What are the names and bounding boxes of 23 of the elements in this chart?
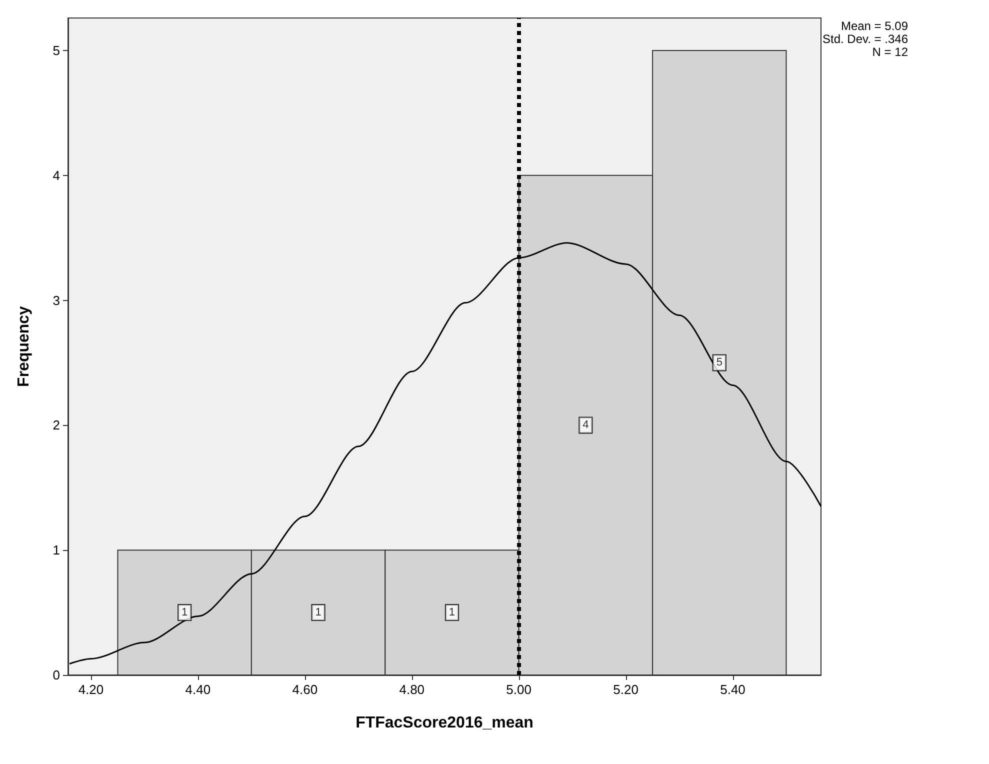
y-tick-label: 3 (52, 292, 60, 308)
x-axis-title: FTFacScore2016_mean (356, 714, 534, 732)
y-tick-label: 1 (52, 542, 60, 558)
text: Std. Dev. = .346 (822, 32, 908, 46)
x-tick-label: 4.60 (292, 682, 318, 697)
data-label: 4 (582, 419, 589, 432)
x-tick-label: 4.80 (399, 682, 425, 697)
y-tick-label: 2 (52, 418, 60, 433)
y-axis-title: Frequency (16, 306, 32, 387)
x-tick-label: 4.40 (185, 682, 211, 697)
text: N = 12 (872, 45, 908, 59)
y-tick-label: 4 (52, 168, 60, 183)
data-label: 5 (716, 356, 722, 369)
y-tick-label: 5 (52, 42, 60, 58)
data-label: 1 (448, 606, 456, 619)
x-tick-label: 4.20 (78, 682, 104, 697)
y-tick-label: 0 (52, 668, 60, 682)
text: Mean = 5.09 (840, 19, 908, 33)
x-tick-label: 5.20 (613, 682, 638, 697)
data-label: 1 (315, 606, 322, 619)
data-label: 1 (182, 606, 188, 619)
x-tick-label: 5.40 (720, 682, 746, 697)
x-tick-label: 5.00 (506, 682, 532, 697)
